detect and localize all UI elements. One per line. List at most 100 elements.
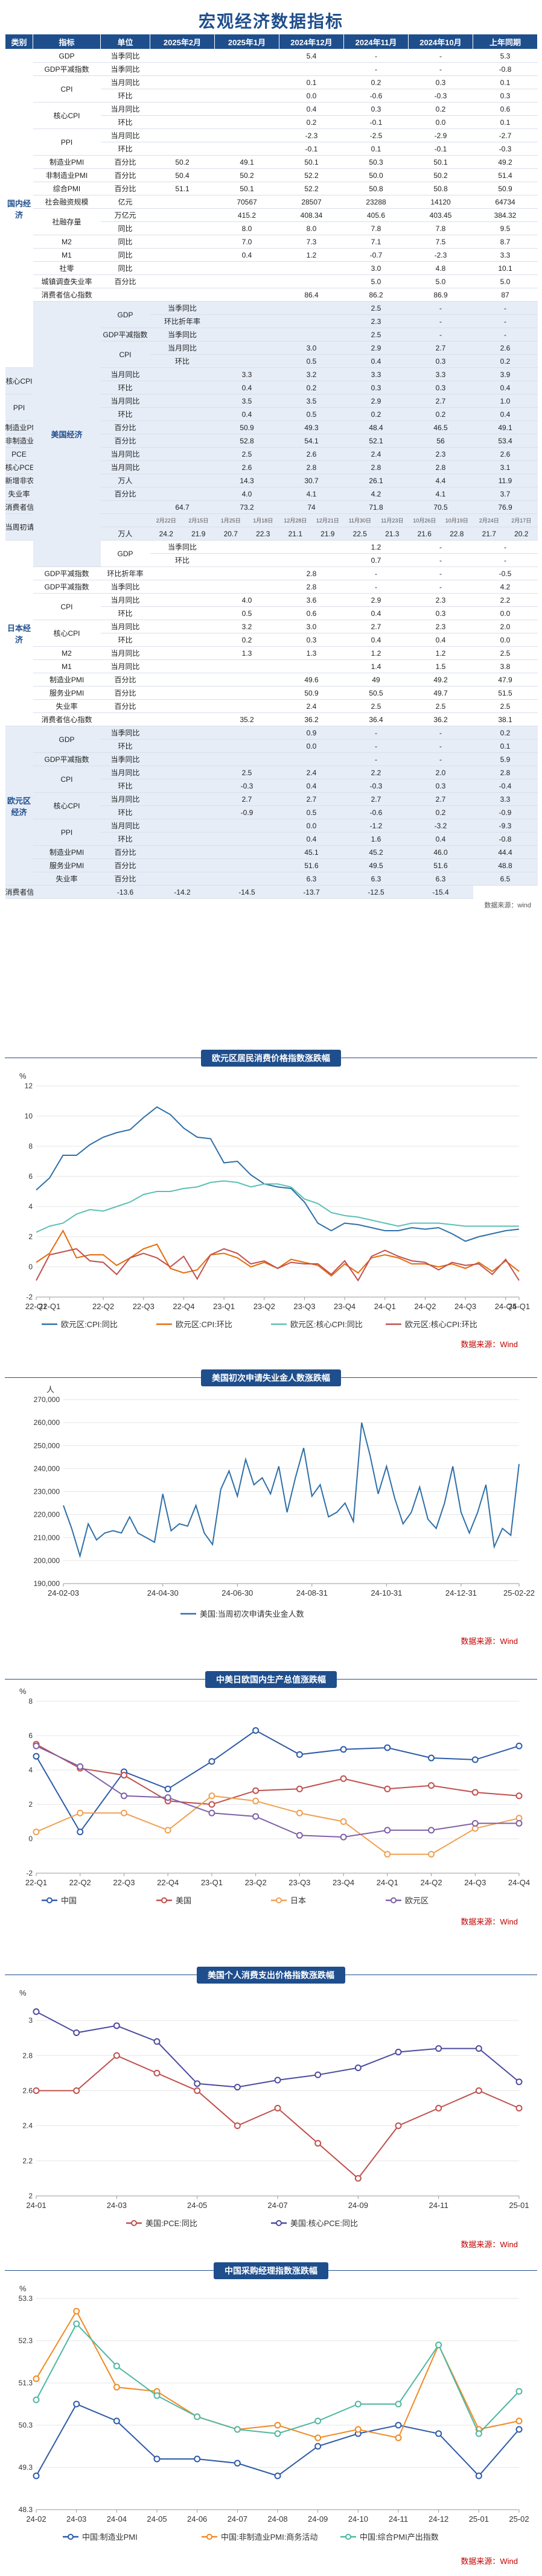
indicator-name: CPI	[33, 593, 101, 620]
indicator-name: 消费者信心指数	[5, 500, 33, 514]
data-point	[296, 1832, 303, 1839]
unit-cell: 当月同比	[100, 75, 150, 89]
series-line	[36, 1743, 520, 1806]
value-cell: 2.8	[343, 460, 409, 474]
x-tick-label: 24-05	[147, 2514, 167, 2524]
data-point	[515, 2078, 523, 2086]
value-cell: 49	[343, 673, 409, 687]
value-cell: 2.5	[214, 766, 279, 779]
series-line	[36, 1180, 519, 1233]
unit-cell: 百分比	[100, 858, 150, 872]
value-cell	[279, 301, 344, 315]
value-cell: 30.7	[279, 474, 344, 487]
value-cell: 5.0	[343, 274, 409, 288]
legend-label: 欧元区:CPI:同比	[61, 1320, 118, 1329]
value-cell	[150, 819, 215, 833]
value-cell	[150, 832, 215, 846]
x-tick-label: 24-06-30	[222, 1588, 253, 1597]
value-cell: 36.4	[343, 712, 409, 726]
date-cell: 2月24日	[479, 518, 499, 524]
data-point	[234, 2084, 241, 2091]
value-cell: 2.7	[343, 620, 409, 633]
unit-cell: 百分比	[100, 699, 150, 713]
indicator-name: GDP平减指数	[33, 566, 101, 580]
table-row: M2 当月同比 1.3 1.3 1.2 1.2 2.5	[5, 646, 538, 660]
value-cell: 0.2	[214, 633, 279, 647]
table-row: 欧元区经济 GDP 当季同比 0.9- -0.2	[5, 726, 538, 886]
table-row: CPI 当月同比 2.5 2.4 2.2 2.0 2.8	[5, 766, 538, 793]
unit-cell: 当季同比	[150, 301, 215, 315]
table-row: M1 当月同比 1.4 1.5 3.8	[5, 659, 538, 673]
x-tick-label: 23-Q2	[253, 1302, 275, 1311]
value-cell: 24.2	[159, 529, 173, 538]
legend-label: 美国:核心PCE:同比	[290, 2219, 358, 2228]
table-row: 环比 0.4 1.6 0.4 -0.8	[5, 832, 538, 846]
y-tick-label: 200,000	[34, 1556, 60, 1565]
value-cell: 2.4	[279, 699, 344, 713]
value-cell: 2.8	[279, 580, 344, 594]
value-cell: 1.4	[343, 659, 409, 673]
value-cell: 49.5	[343, 858, 409, 872]
value-cell: 3.1	[473, 460, 538, 474]
value-cell	[214, 659, 279, 673]
chart-title: 中国采购经理指数涨跌幅	[214, 2262, 328, 2279]
date-cell: 10月26日	[413, 518, 436, 524]
unit-cell: 百分比	[100, 420, 150, 434]
value-cell: 9.5	[473, 221, 538, 235]
value-cell: 2.2	[473, 593, 538, 607]
chart-source-note: 数据来源：Wind	[461, 1340, 518, 1349]
value-cell	[150, 447, 215, 461]
data-point	[340, 1833, 347, 1841]
value-cell: 2.3	[408, 620, 473, 633]
value-cell: 21.6	[417, 529, 432, 538]
data-point	[475, 2472, 482, 2479]
table-row: 环比 0.2 -0.1 0.0 0.1	[5, 115, 538, 129]
data-point	[428, 1782, 435, 1789]
data-point	[296, 1809, 303, 1816]
y-tick-label: 270,000	[34, 1395, 60, 1404]
value-cell: 70.5	[408, 500, 473, 514]
y-tick-label: 2	[28, 2192, 33, 2200]
value-cell: 49.7	[408, 686, 473, 700]
value-cell: 2.7	[343, 792, 409, 806]
value-cell: 1.0	[473, 394, 538, 408]
data-point	[274, 2076, 281, 2084]
x-tick-label: 24-Q1	[374, 1302, 396, 1311]
x-tick-label: 25-02	[509, 2514, 529, 2524]
value-cell	[279, 659, 344, 673]
value-cell: 4.8	[408, 261, 473, 275]
x-tick-label: 24-07	[228, 2514, 247, 2524]
indicator-name: 制造业PMI	[33, 155, 101, 169]
legend-label: 中国	[61, 1896, 77, 1905]
value-cell: 49.1	[214, 155, 279, 169]
value-cell: 0.4	[279, 779, 344, 793]
value-cell: 3.0	[279, 341, 344, 355]
table-row: 制造业PMI 百分比 49.6 49 49.2 47.9	[5, 673, 538, 687]
value-cell: 2.6	[214, 460, 279, 474]
value-cell: 7.3	[279, 235, 344, 249]
data-point	[428, 1827, 435, 1834]
value-cell: -13.6	[100, 885, 150, 899]
value-cell	[214, 288, 279, 302]
value-cell: 2.9	[343, 593, 409, 607]
data-point	[208, 1809, 215, 1816]
value-cell: -0.4	[473, 779, 538, 793]
x-tick-label: 24-06	[187, 2514, 207, 2524]
x-tick-label: 24-04	[107, 2514, 127, 2524]
value-cell: 6.3	[279, 872, 344, 886]
value-cell: 71.8	[343, 500, 409, 514]
value-cell: 52.2	[279, 168, 344, 182]
value-cell: 51.4	[473, 168, 538, 182]
value-cell	[150, 580, 215, 594]
chart-source-note: 数据来源：Wind	[461, 1637, 518, 1646]
data-point	[274, 2422, 281, 2429]
unit-cell: 环比折年率	[150, 314, 215, 328]
value-cell: 50.0	[343, 168, 409, 182]
table-row: 当周初请失业金 2月22日 2月15日 1月25日 1月18日 12月28日 12月21日 1…	[5, 513, 538, 541]
table-header-6: 2024年11月	[343, 34, 409, 49]
unit-cell: 当月同比	[100, 460, 150, 474]
unit-cell: 同比	[100, 248, 150, 262]
macro-indicator-table: 类别 指标 单位 2025年2月 2025年1月 2024年12月 2024年11月 2024…	[5, 34, 538, 899]
